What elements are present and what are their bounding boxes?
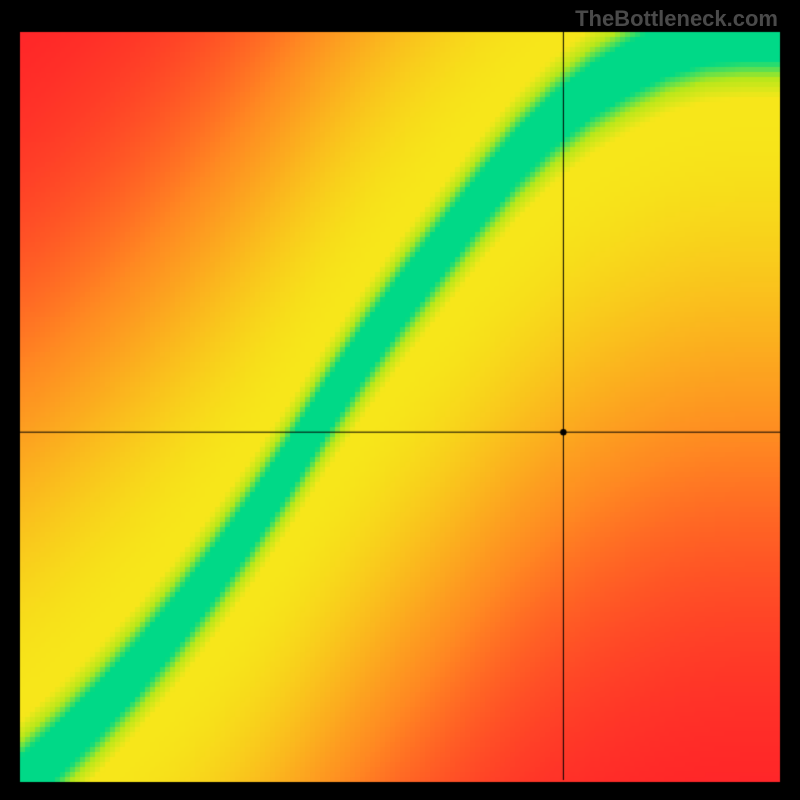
heatmap-canvas <box>0 0 800 800</box>
bottleneck-heatmap-container: TheBottleneck.com <box>0 0 800 800</box>
watermark-text: TheBottleneck.com <box>575 6 778 32</box>
